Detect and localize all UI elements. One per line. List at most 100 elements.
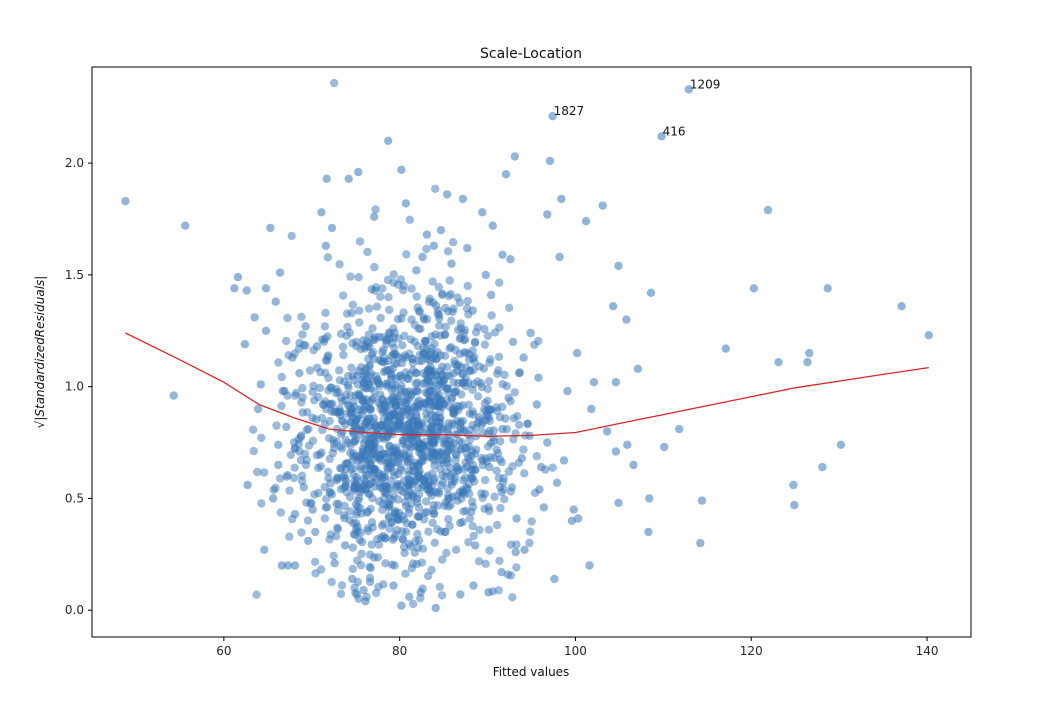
scatter-point xyxy=(450,473,460,482)
scatter-point xyxy=(282,472,291,481)
scatter-point xyxy=(490,492,499,501)
scatter-point xyxy=(489,437,498,446)
scatter-point xyxy=(480,504,489,513)
scatter-point xyxy=(405,215,414,224)
scatter-point xyxy=(327,577,336,587)
scatter-point xyxy=(418,475,427,484)
scatter-point xyxy=(402,250,411,259)
scatter-point xyxy=(418,441,428,450)
scatter-point xyxy=(405,349,414,358)
scatter-point xyxy=(373,452,382,461)
scatter-point xyxy=(598,201,607,210)
point-annotation: 1827 xyxy=(554,104,585,118)
scatter-point xyxy=(492,520,502,530)
scatter-point xyxy=(438,555,447,564)
scatter-point xyxy=(460,473,470,482)
scatter-point xyxy=(836,440,846,449)
scatter-point xyxy=(430,538,439,547)
scatter-point xyxy=(444,291,454,301)
scatter-point xyxy=(297,312,306,321)
scatter-point xyxy=(351,391,360,400)
scatter-point xyxy=(435,582,444,592)
scatter-point xyxy=(277,561,287,570)
scatter-point xyxy=(419,315,429,324)
scatter-point xyxy=(271,297,280,306)
scatter-point xyxy=(435,464,445,473)
scatter-point xyxy=(405,592,414,601)
scatter-point xyxy=(325,454,334,464)
scatter-point xyxy=(345,493,355,502)
scatter-point xyxy=(405,487,414,496)
scatter-point xyxy=(410,548,420,557)
scatter-point xyxy=(366,369,376,378)
scatter-point xyxy=(230,284,239,293)
scatter-point xyxy=(481,270,490,280)
scatter-point xyxy=(329,551,338,560)
scatter-point xyxy=(427,565,436,575)
scatter-point xyxy=(406,335,416,344)
scatter-point xyxy=(532,452,541,461)
scatter-point xyxy=(441,330,450,339)
scatter-point xyxy=(463,281,472,291)
scatter-point xyxy=(461,506,471,516)
scatter-point xyxy=(357,549,366,558)
scatter-point xyxy=(442,190,452,199)
scatter-point xyxy=(363,524,372,533)
scatter-point xyxy=(493,369,502,378)
scatter-point xyxy=(329,444,339,453)
scatter-point xyxy=(242,286,251,295)
scatter-point xyxy=(484,413,494,422)
scatter-point xyxy=(485,462,494,472)
scatter-point xyxy=(496,503,505,513)
scatter-point xyxy=(355,306,364,315)
scatter-point xyxy=(537,462,546,472)
scatter-point xyxy=(684,85,693,94)
scatter-point xyxy=(465,435,475,444)
scatter-point xyxy=(446,463,455,472)
scatter-point xyxy=(475,362,484,371)
scatter-point xyxy=(428,506,437,515)
scatter-point xyxy=(288,353,297,362)
scatter-point xyxy=(475,525,484,535)
scatter-point xyxy=(359,336,368,345)
scatter-point xyxy=(408,366,418,375)
scatter-point xyxy=(458,194,468,204)
scatter-point xyxy=(458,369,467,378)
scatter-point xyxy=(464,480,473,489)
scatter-point xyxy=(488,221,497,230)
scatter-point xyxy=(323,253,333,262)
scatter-point xyxy=(256,380,265,389)
scatter-point xyxy=(335,404,344,413)
scatter-point xyxy=(327,223,337,233)
scatter-point xyxy=(697,496,707,505)
scatter-point xyxy=(376,533,386,542)
scatter-point xyxy=(446,343,456,352)
scatter-point xyxy=(444,419,453,428)
scatter-point xyxy=(413,303,422,312)
scatter-point xyxy=(447,259,456,268)
x-tick-label: 100 xyxy=(564,644,587,658)
scatter-point xyxy=(332,499,341,509)
scatter-point xyxy=(344,174,353,183)
scatter-point xyxy=(304,536,313,546)
scatter-point xyxy=(412,266,421,275)
scatter-point xyxy=(523,419,532,428)
scatter-point xyxy=(385,305,394,315)
scatter-point xyxy=(460,464,469,474)
scatter-point xyxy=(587,404,596,414)
scatter-point xyxy=(431,330,440,339)
scatter-point xyxy=(435,456,444,465)
scatter-point xyxy=(803,357,812,367)
scatter-point xyxy=(312,342,322,351)
scatter-point xyxy=(440,351,450,360)
scatter-point xyxy=(418,453,427,463)
scatter-point xyxy=(485,546,494,555)
scatter-point xyxy=(422,230,432,239)
scatter-point xyxy=(393,482,402,491)
scatter-point xyxy=(352,524,361,534)
scatter-point xyxy=(445,276,454,285)
scatter-point xyxy=(508,593,517,602)
scatter-point xyxy=(268,494,278,503)
scatter-point xyxy=(378,499,388,509)
scatter-point xyxy=(260,545,269,554)
